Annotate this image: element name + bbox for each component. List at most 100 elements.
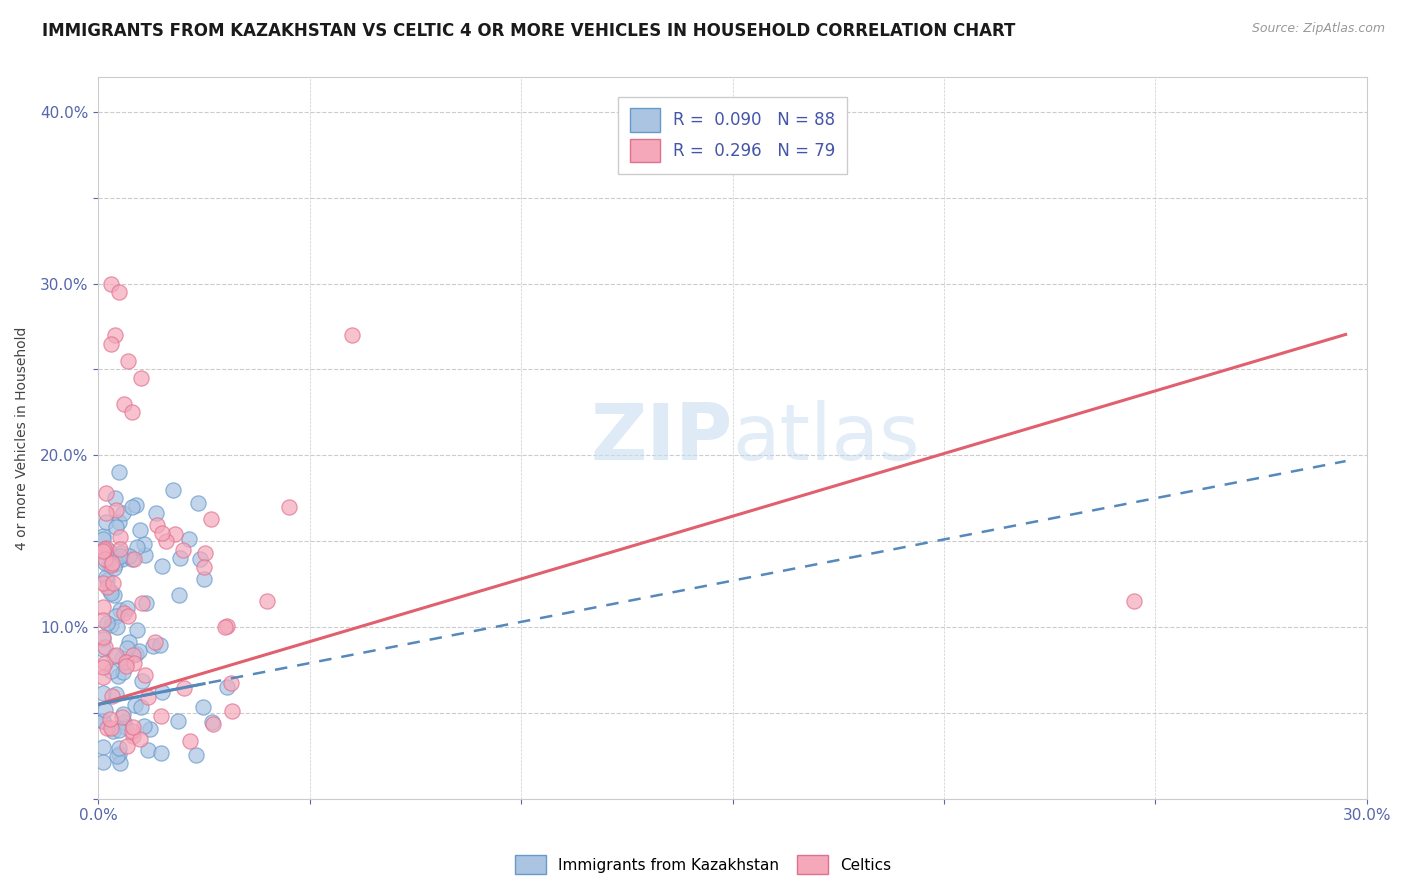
Point xyxy=(150,709,173,723)
Point xyxy=(91,613,114,627)
Point xyxy=(200,511,222,525)
Point xyxy=(150,525,173,540)
Point xyxy=(145,506,167,520)
Point xyxy=(121,405,143,419)
Point xyxy=(188,552,211,566)
Point xyxy=(219,676,242,690)
Point xyxy=(127,540,149,554)
Point xyxy=(98,583,121,598)
Point xyxy=(131,596,153,610)
Point xyxy=(172,542,194,557)
Point xyxy=(91,544,114,558)
Point xyxy=(103,588,125,602)
Point xyxy=(101,576,124,591)
Point xyxy=(94,486,117,500)
Legend: Immigrants from Kazakhstan, Celtics: Immigrants from Kazakhstan, Celtics xyxy=(509,849,897,880)
Point xyxy=(91,660,114,674)
Point xyxy=(94,640,117,654)
Point xyxy=(110,710,132,724)
Point xyxy=(94,657,117,671)
Point xyxy=(91,529,114,543)
Point xyxy=(98,713,121,727)
Legend: R =  0.090   N = 88, R =  0.296   N = 79: R = 0.090 N = 88, R = 0.296 N = 79 xyxy=(619,96,846,174)
Point xyxy=(103,557,125,571)
Point xyxy=(111,552,134,566)
Point xyxy=(108,741,131,756)
Point xyxy=(105,748,128,763)
Point xyxy=(91,576,114,591)
Point xyxy=(125,647,148,661)
Point xyxy=(177,532,200,546)
Point xyxy=(100,336,122,351)
Point xyxy=(125,498,148,512)
Point xyxy=(114,714,136,729)
Point xyxy=(104,648,127,662)
Point xyxy=(150,685,173,699)
Point xyxy=(96,573,118,587)
Point xyxy=(138,690,160,704)
Point xyxy=(162,483,184,497)
Point xyxy=(107,669,129,683)
Point xyxy=(104,328,127,343)
Point xyxy=(112,606,135,620)
Point xyxy=(94,541,117,556)
Point xyxy=(117,609,139,624)
Point xyxy=(115,640,138,655)
Point xyxy=(110,756,132,770)
Point xyxy=(96,516,118,530)
Point xyxy=(105,620,128,634)
Point xyxy=(1123,594,1146,608)
Point xyxy=(128,643,150,657)
Point xyxy=(194,546,217,560)
Text: atlas: atlas xyxy=(733,401,920,476)
Point xyxy=(91,756,114,770)
Point xyxy=(149,638,172,652)
Point xyxy=(105,687,128,701)
Point xyxy=(112,506,135,520)
Point xyxy=(193,572,215,586)
Point xyxy=(121,723,143,738)
Text: ZIP: ZIP xyxy=(591,401,733,476)
Point xyxy=(221,704,243,718)
Point xyxy=(103,561,125,575)
Point xyxy=(91,630,114,644)
Point xyxy=(100,586,122,600)
Point xyxy=(121,500,143,514)
Point xyxy=(129,523,152,537)
Point xyxy=(91,532,114,546)
Point xyxy=(340,328,363,343)
Point xyxy=(114,655,136,669)
Point xyxy=(187,496,209,510)
Point xyxy=(131,699,153,714)
Point xyxy=(100,721,122,735)
Point xyxy=(122,648,145,663)
Point xyxy=(96,615,118,630)
Point xyxy=(110,541,132,556)
Point xyxy=(107,747,129,761)
Point xyxy=(105,609,128,624)
Point xyxy=(108,530,131,544)
Point xyxy=(97,558,120,572)
Point xyxy=(112,397,135,411)
Point xyxy=(115,600,138,615)
Point xyxy=(101,557,124,571)
Point xyxy=(108,285,131,299)
Point xyxy=(100,558,122,573)
Point xyxy=(131,673,153,688)
Point xyxy=(98,544,121,558)
Point xyxy=(256,594,278,608)
Point xyxy=(110,546,132,560)
Point xyxy=(117,354,139,368)
Point xyxy=(91,600,114,615)
Point xyxy=(108,723,131,738)
Point xyxy=(169,588,191,602)
Point xyxy=(179,733,201,747)
Point xyxy=(124,552,146,566)
Point xyxy=(107,515,129,529)
Point xyxy=(94,703,117,717)
Point xyxy=(134,548,156,562)
Point xyxy=(193,700,215,714)
Point xyxy=(93,541,115,556)
Point xyxy=(91,686,114,700)
Point xyxy=(94,552,117,566)
